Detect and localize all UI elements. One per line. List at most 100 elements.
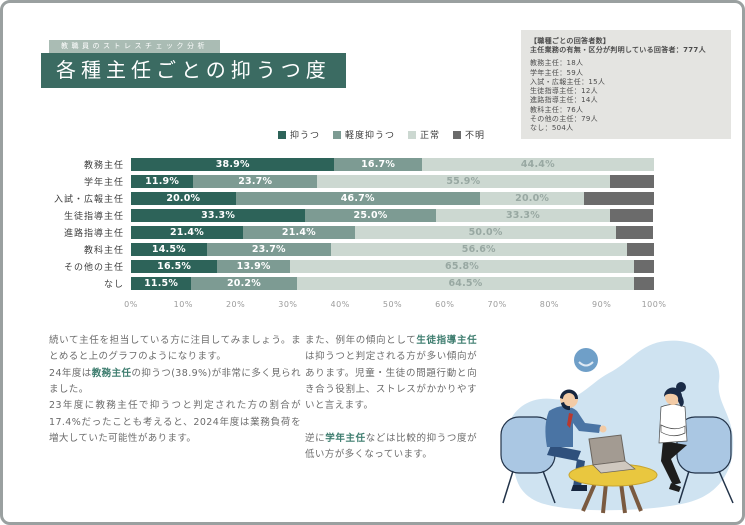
bar-track: 16.5% 13.9% 65.8% — [131, 260, 654, 273]
bar-segment — [616, 226, 654, 239]
legend-label: 正常 — [420, 131, 441, 141]
bar-row: 入試・広報主任 20.0% 46.7% 20.0% — [48, 190, 654, 207]
bar-row: 生徒指導主任 33.3% 25.0% 33.3% — [48, 207, 654, 224]
bar-segment: 23.7% — [206, 243, 331, 256]
bar-segment: 50.0% — [354, 226, 617, 239]
data-label: 23.7% — [238, 176, 273, 187]
category-label: なし — [103, 280, 124, 290]
legend-item: 正常 — [408, 128, 440, 141]
bar-segment: 11.9% — [131, 175, 194, 188]
bar-segment: 16.7% — [334, 158, 422, 171]
data-label: 44.4% — [520, 159, 555, 170]
category-label: 生徒指導主任 — [63, 212, 124, 222]
x-axis-tick: 90% — [592, 300, 612, 309]
x-axis-tick: 40% — [330, 300, 350, 309]
respondent-count-line: 生徒指導主任：12人 — [530, 87, 598, 96]
respondent-count-line: 学年主任：59人 — [530, 68, 584, 77]
bar-row: 学年主任 11.9% 23.7% 55.9% — [48, 173, 654, 190]
data-label: 46.7% — [340, 193, 375, 204]
body-text: は抑うつと判定される方が多い傾向があります。児童・生徒の問題行動と向き合う役割上… — [305, 351, 477, 444]
x-axis-tick: 100% — [641, 300, 667, 309]
legend-swatch-icon — [332, 130, 341, 139]
bar-segment: 20.0% — [131, 192, 236, 205]
bar-segment: 25.0% — [305, 209, 436, 222]
category-label: 教科主任 — [83, 246, 124, 256]
page-title: 各種主任ごとの抑うつ度 — [41, 53, 346, 88]
data-label: 64.5% — [448, 278, 483, 289]
bar-segment — [626, 243, 654, 256]
bar-segment: 20.2% — [191, 277, 297, 290]
bar-segment: 20.0% — [479, 192, 585, 205]
legend-swatch-icon — [408, 130, 416, 139]
data-label: 16.7% — [361, 159, 396, 170]
category-label: 教務主任 — [83, 161, 124, 171]
x-axis-tick: 70% — [487, 300, 507, 309]
commentary-right: また、例年の傾向として生徒指導主任は抑うつと判定される方が多い傾向があります。児… — [305, 333, 477, 464]
armchair-right — [676, 416, 734, 504]
data-label: 56.6% — [461, 244, 496, 255]
legend-swatch-icon — [277, 130, 286, 139]
data-label: 38.9% — [215, 159, 250, 170]
info-box-subheading: 主任業務の有無・区分が判明している回答者：777人 — [530, 46, 706, 55]
bar-track: 21.4% 21.4% 50.0% — [131, 226, 654, 239]
legend-item: 抑うつ — [277, 128, 320, 141]
commentary-left: 続いて主任を担当している方に注目してみましょう。まとめると上のグラフのようになり… — [49, 333, 301, 447]
bar-segment: 23.7% — [193, 175, 318, 188]
respondent-count-line: なし：504人 — [530, 124, 574, 133]
highlighted-term: 生徒指導主任 — [416, 335, 477, 346]
highlighted-term: 学年主任 — [325, 432, 366, 444]
bar-segment: 44.4% — [421, 158, 654, 171]
info-box-heading: 【職種ごとの回答者数】 — [530, 37, 611, 45]
legend-item: 不明 — [453, 128, 485, 141]
laptop — [588, 434, 636, 474]
bar-segment: 21.4% — [131, 226, 243, 239]
x-axis: 0% 10% 20% 30% 40% 50% 60% 70% 80% 90% 100% — [124, 300, 666, 312]
respondent-count-list: 教務主任：18人 学年主任：59人 入試・広報主任：15人 生徒指導主任：12人 進路指… — [530, 59, 722, 133]
chart-legend: 抑うつ 軽度抑うつ 正常 不明 — [3, 128, 742, 141]
data-label: 65.8% — [445, 261, 480, 272]
bar-track: 11.9% 23.7% 55.9% — [131, 175, 654, 188]
body-text: 続いて主任を担当している方に注目してみましょう。まとめると上のグラフのようになり… — [49, 335, 301, 379]
data-label: 11.9% — [145, 176, 180, 187]
legend-swatch-icon — [453, 130, 462, 139]
bar-segment — [634, 277, 654, 290]
data-label: 21.4% — [281, 227, 316, 238]
highlighted-term: 教務主任 — [91, 367, 132, 379]
data-label: 20.0% — [515, 193, 550, 204]
data-label: 16.5% — [157, 261, 192, 272]
bar-track: 38.9% 16.7% 44.4% — [131, 158, 654, 171]
data-label: 20.2% — [226, 278, 261, 289]
round-yellow-table — [568, 463, 658, 514]
woman-in-white-shirt — [658, 382, 688, 492]
x-axis-tick: 0% — [124, 300, 138, 309]
stacked-bar-chart: 教務主任 38.9% 16.7% 44.4% 学年主任 11.9% 23.7% 55.9% 入試… — [48, 156, 654, 292]
bar-row: なし 11.5% 20.2% 64.5% — [48, 275, 654, 292]
bar-track: 11.5% 20.2% 64.5% — [131, 277, 654, 290]
respondent-count-line: 教科主任：76人 — [530, 105, 584, 114]
bar-row: 教務主任 38.9% 16.7% 44.4% — [48, 156, 654, 173]
category-label: 学年主任 — [83, 178, 124, 188]
bar-segment: 55.9% — [317, 175, 610, 188]
legend-label: 不明 — [465, 131, 486, 141]
body-text: また、例年の傾向として — [305, 335, 417, 346]
bar-segment: 46.7% — [235, 192, 480, 205]
category-label: 入試・広報主任 — [53, 195, 124, 205]
data-label: 55.9% — [446, 176, 481, 187]
respondent-count-line: その他の主任：79人 — [530, 114, 598, 123]
category-label: 進路指導主任 — [63, 229, 124, 239]
x-axis-tick: 20% — [225, 300, 246, 309]
bar-segment — [634, 260, 654, 273]
bar-segment: 33.3% — [435, 209, 611, 222]
data-label: 23.7% — [251, 244, 286, 255]
data-label: 33.3% — [506, 210, 540, 221]
legend-label: 抑うつ — [289, 131, 320, 141]
bar-segment: 13.9% — [217, 260, 290, 273]
respondent-info-box: 【職種ごとの回答者数】 主任業務の有無・区分が判明している回答者：777人 教務… — [521, 30, 731, 140]
data-label: 33.3% — [201, 210, 236, 221]
bar-row: 教科主任 14.5% 23.7% 56.6% — [48, 241, 654, 258]
body-text: の抑うつ(38.9%)が非常に多く見られました。 23年度に教務主任で抑うつと判… — [49, 367, 301, 444]
bar-segment: 64.5% — [296, 277, 635, 290]
bar-segment: 33.3% — [131, 209, 306, 222]
data-label: 20.0% — [166, 193, 201, 204]
body-text: などは比較的抑うつ度が低い方が多くなっています。 — [305, 432, 477, 461]
